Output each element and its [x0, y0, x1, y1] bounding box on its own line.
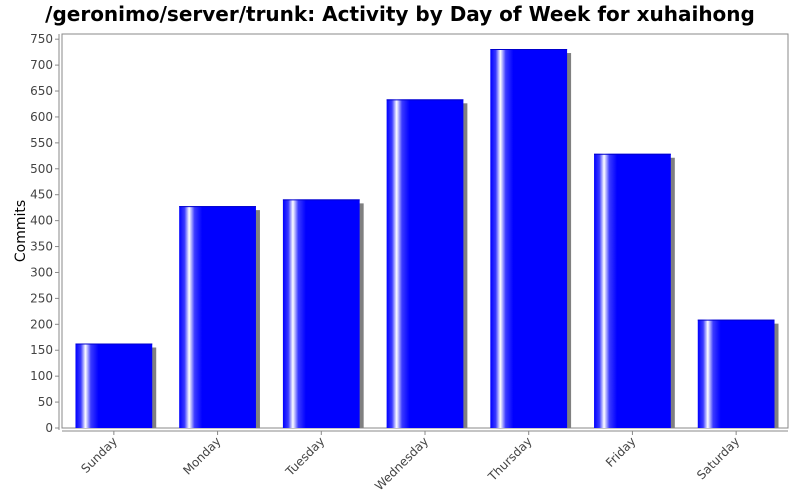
bar-sunday: [75, 343, 153, 428]
y-tick-label: 550: [30, 136, 53, 150]
y-tick-label: 650: [30, 84, 53, 98]
x-tick-label: Sunday: [78, 434, 120, 476]
bar-thursday: [490, 49, 568, 428]
bar-monday: [179, 206, 256, 428]
bar-wednesday: [386, 99, 464, 429]
x-tick-label: Monday: [180, 434, 223, 477]
y-tick-label: 500: [30, 162, 53, 176]
y-tick-label: 400: [30, 214, 53, 228]
y-tick-label: 750: [30, 32, 53, 46]
y-tick-label: 0: [45, 421, 53, 435]
bar-friday: [594, 153, 671, 429]
y-axis-title: Commits: [13, 200, 29, 262]
x-tick-label: Thursday: [485, 434, 535, 484]
y-tick-label: 50: [38, 395, 53, 409]
y-tick-label: 200: [30, 317, 53, 331]
x-tick-label: Tuesday: [282, 434, 327, 479]
bar-saturday: [697, 319, 775, 428]
y-tick-label: 350: [30, 240, 53, 254]
y-tick-label: 450: [30, 188, 53, 202]
y-tick-label: 300: [30, 265, 53, 279]
y-tick-label: 700: [30, 58, 53, 72]
y-tick-label: 100: [30, 369, 53, 383]
bar-tuesday: [282, 199, 360, 428]
y-tick-label: 600: [30, 110, 53, 124]
x-tick-label: Wednesday: [372, 434, 431, 493]
x-tick-label: Friday: [603, 434, 639, 470]
y-tick-label: 250: [30, 291, 53, 305]
y-tick-label: 150: [30, 343, 53, 357]
chart-title: /geronimo/server/trunk: Activity by Day …: [45, 2, 755, 26]
x-tick-label: Saturday: [694, 434, 742, 482]
